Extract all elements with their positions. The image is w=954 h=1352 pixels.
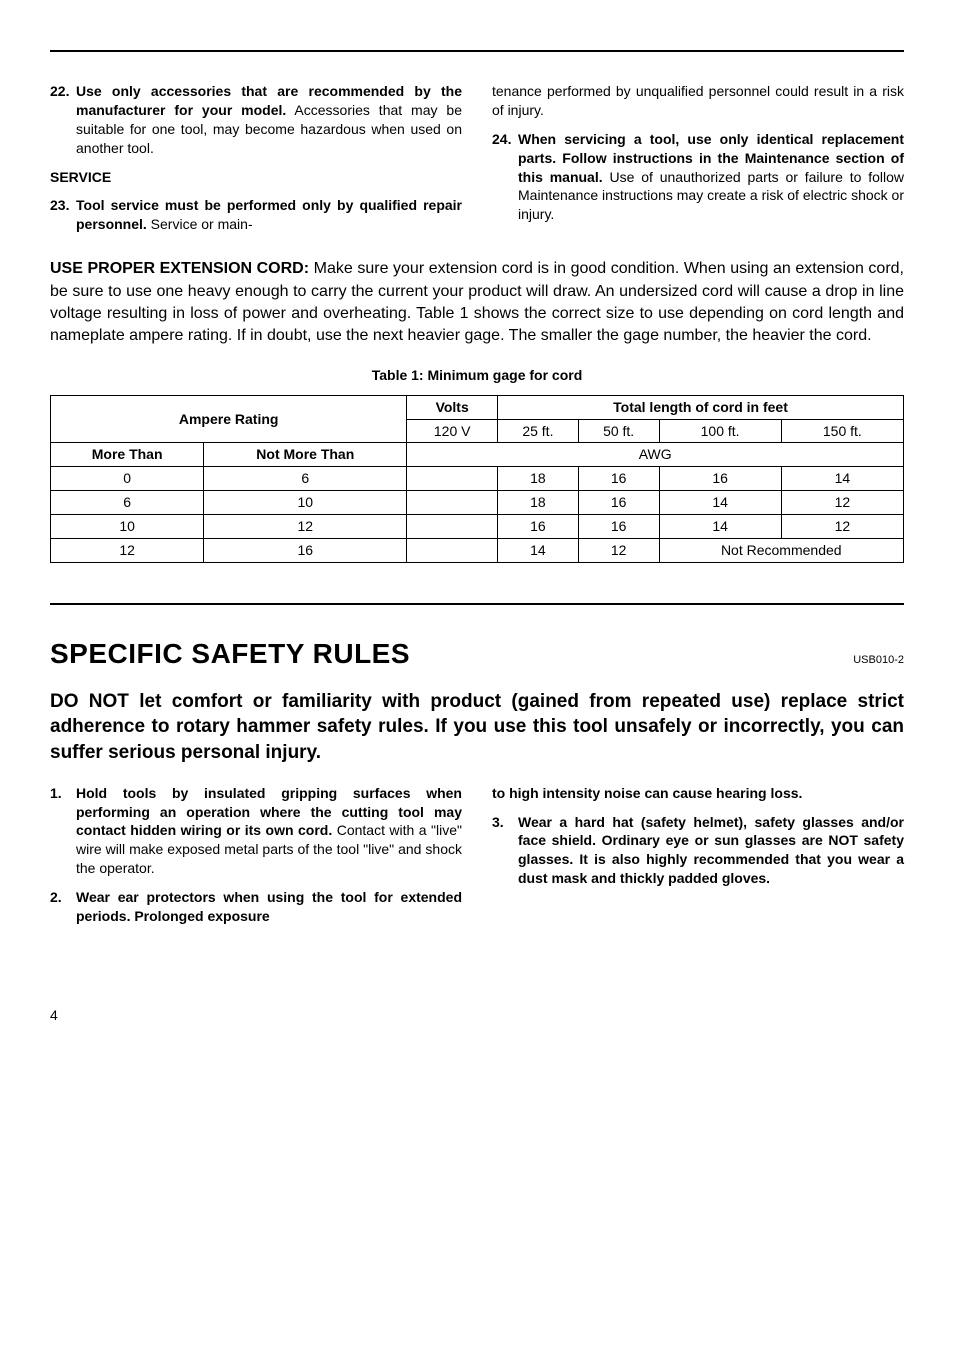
td: 16: [659, 467, 781, 491]
td-len: 50 ft.: [578, 419, 659, 443]
rule-num: 2.: [50, 888, 62, 907]
rule-num: 3.: [492, 813, 504, 832]
table-row: 6 10 18 16 14 12: [51, 491, 904, 515]
td-len: 150 ft.: [781, 419, 903, 443]
rules-left: 1. Hold tools by insulated gripping surf…: [50, 784, 462, 936]
rule-bold: Wear ear protectors when using the tool …: [76, 889, 462, 924]
item-bold: Tool service must be performed only by q…: [76, 197, 462, 232]
rule-1: 1. Hold tools by insulated gripping surf…: [50, 784, 462, 878]
th-not-more-than: Not More Than: [204, 443, 407, 467]
td: 12: [781, 515, 903, 539]
top-columns: 22. Use only accessories that are recomm…: [50, 82, 904, 244]
td-len: 100 ft.: [659, 419, 781, 443]
td-blank: [407, 467, 498, 491]
extension-paragraph: USE PROPER EXTENSION CORD: Make sure you…: [50, 258, 904, 348]
td: 12: [578, 539, 659, 563]
td-blank: [407, 491, 498, 515]
divider-top: [50, 50, 904, 52]
item-24: 24. When servicing a tool, use only iden…: [492, 130, 904, 224]
td-voltval: 120 V: [407, 419, 498, 443]
service-heading: SERVICE: [50, 168, 462, 187]
th-volts: Volts: [407, 395, 498, 419]
table-row: 0 6 18 16 16 14: [51, 467, 904, 491]
th-ampere: Ampere Rating: [51, 395, 407, 443]
td: 16: [578, 467, 659, 491]
page-number: 4: [50, 1006, 904, 1025]
item-num: 23.: [50, 196, 69, 215]
item-23-cont: tenance performed by unqualified personn…: [492, 82, 904, 120]
divider-mid: [50, 603, 904, 605]
table-row: Ampere Rating Volts Total length of cord…: [51, 395, 904, 419]
td: 10: [204, 491, 407, 515]
top-right-col: tenance performed by unqualified personn…: [492, 82, 904, 244]
td: 0: [51, 467, 204, 491]
td: 18: [498, 467, 579, 491]
rule-cont: to high intensity noise can cause hearin…: [492, 785, 802, 801]
td: 12: [781, 491, 903, 515]
table-row: 12 16 14 12 Not Recommended: [51, 539, 904, 563]
th-total-len: Total length of cord in feet: [498, 395, 904, 419]
th-more-than: More Than: [51, 443, 204, 467]
td: 14: [659, 491, 781, 515]
td: 16: [498, 515, 579, 539]
td-len: 25 ft.: [498, 419, 579, 443]
td: 10: [51, 515, 204, 539]
item-rest: Service or main-: [147, 216, 253, 232]
table-row: More Than Not More Than AWG: [51, 443, 904, 467]
td: 16: [204, 539, 407, 563]
specific-title: SPECIFIC SAFETY RULES: [50, 635, 410, 673]
td: 14: [659, 515, 781, 539]
td: 6: [204, 467, 407, 491]
td: 6: [51, 491, 204, 515]
rule-2: 2. Wear ear protectors when using the to…: [50, 888, 462, 926]
rule-num: 1.: [50, 784, 62, 803]
item-23: 23. Tool service must be performed only …: [50, 196, 462, 234]
td: 16: [578, 515, 659, 539]
item-22: 22. Use only accessories that are recomm…: [50, 82, 462, 158]
table-row: 10 12 16 16 14 12: [51, 515, 904, 539]
td-notrec: Not Recommended: [659, 539, 904, 563]
td: 12: [51, 539, 204, 563]
td: 12: [204, 515, 407, 539]
cord-table: Ampere Rating Volts Total length of cord…: [50, 395, 904, 563]
td: 14: [781, 467, 903, 491]
extension-lead: USE PROPER EXTENSION CORD:: [50, 260, 309, 277]
item-num: 24.: [492, 130, 511, 149]
item-cont-text: tenance performed by unqualified personn…: [492, 83, 904, 118]
specific-code: USB010-2: [853, 653, 904, 668]
rules-columns: 1. Hold tools by insulated gripping surf…: [50, 784, 904, 936]
td-awg: AWG: [407, 443, 904, 467]
specific-heading-row: SPECIFIC SAFETY RULES USB010-2: [50, 635, 904, 689]
td-blank: [407, 539, 498, 563]
td: 18: [498, 491, 579, 515]
item-num: 22.: [50, 82, 69, 101]
td-blank: [407, 515, 498, 539]
rule-bold: Wear a hard hat (safety helmet), safety …: [518, 814, 904, 887]
specific-warning: DO NOT let comfort or familiarity with p…: [50, 689, 904, 766]
td: 16: [578, 491, 659, 515]
td: 14: [498, 539, 579, 563]
top-left-col: 22. Use only accessories that are recomm…: [50, 82, 462, 244]
table-caption: Table 1: Minimum gage for cord: [50, 366, 904, 385]
rule-3: 3. Wear a hard hat (safety helmet), safe…: [492, 813, 904, 889]
rules-right: to high intensity noise can cause hearin…: [492, 784, 904, 936]
rule-2-cont: to high intensity noise can cause hearin…: [492, 784, 904, 803]
